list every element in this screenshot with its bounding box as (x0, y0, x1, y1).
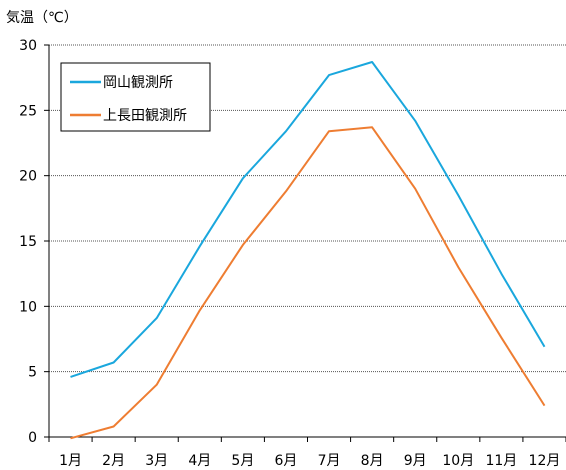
x-tick-labels: 1月 2月 3月 4月 5月 6月 7月 8月 9月 10月 11月 12月 (59, 453, 560, 469)
x-tick-label: 6月 (274, 453, 297, 469)
x-tick-label: 8月 (361, 453, 384, 469)
x-tick-label: 4月 (188, 453, 211, 469)
x-tick-label: 3月 (145, 453, 168, 469)
legend-label-kaminagata: 上長田観測所 (103, 107, 187, 124)
x-tick-label: 7月 (318, 453, 341, 469)
y-tick-label: 15 (19, 234, 37, 250)
legend: 岡山観測所 上長田観測所 (60, 62, 211, 132)
x-tick-label: 5月 (231, 453, 254, 469)
series-line-1 (70, 126, 546, 440)
x-tick-label: 12月 (529, 453, 561, 469)
x-tick-label: 9月 (404, 453, 427, 469)
x-tick-label: 10月 (442, 453, 474, 469)
y-tick-labels: 0 5 10 15 20 25 30 (19, 38, 37, 446)
series-line-0 (70, 61, 546, 378)
x-tick-label: 1月 (59, 453, 82, 469)
y-tick-label: 30 (19, 38, 37, 54)
y-axis-label: 気温（℃） (6, 10, 78, 26)
y-tick-label: 10 (19, 299, 37, 315)
x-tick-label: 11月 (485, 453, 517, 469)
y-tick-label: 5 (28, 365, 37, 381)
series-lines (70, 61, 546, 440)
x-tick-label: 2月 (102, 453, 125, 469)
legend-label-okayama: 岡山観測所 (103, 74, 173, 91)
y-tick-label: 0 (28, 430, 37, 446)
y-tick-label: 25 (19, 103, 37, 119)
axes (44, 44, 566, 442)
y-tick-label: 20 (19, 169, 37, 185)
legend-box (60, 62, 211, 132)
